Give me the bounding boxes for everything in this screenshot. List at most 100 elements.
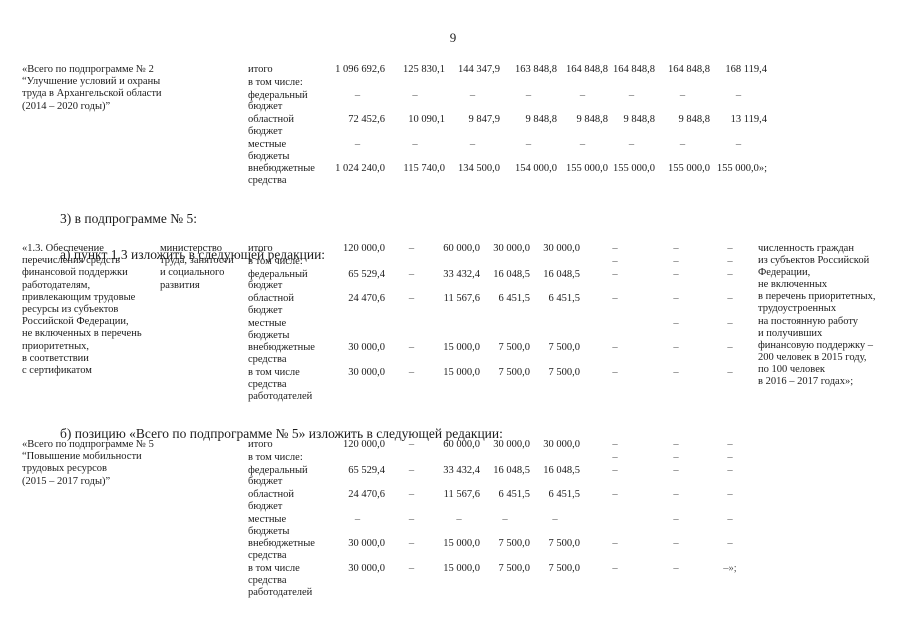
budget-row: итого 1 096 692,6 125 830,1 144 347,9 163 84… <box>248 64 767 76</box>
subprogram5-budget-table: итого 120 000,0 – 60 000,0 30 000,0 30 000,0 –… <box>248 439 758 599</box>
budget-cell: – <box>612 342 618 354</box>
subprogram2-budget-table: итого 1 096 692,6 125 830,1 144 347,9 163 84… <box>248 64 767 188</box>
budget-cell: – <box>628 89 635 101</box>
budget-cell: – <box>552 513 558 525</box>
budget-cell: 7 500,0 <box>548 366 581 378</box>
budget-row-label: в том числе средства работодателей <box>248 562 313 598</box>
amendment-item-3: 3) в подпрограмме № 5: <box>60 211 198 226</box>
budget-cell: – <box>679 89 686 101</box>
budget-cell: – <box>673 317 679 329</box>
budget-cell: – <box>727 366 733 378</box>
budget-cell: – <box>673 489 679 501</box>
budget-row: внебюджетные средства 30 000,0 – 15 000,0 7 … <box>248 538 758 562</box>
budget-cell: 30 000,0 <box>543 439 580 450</box>
subprogram2-title: «Всего по подпрограмме № 2 “Улучшение ус… <box>22 64 162 112</box>
budget-cell: – <box>408 513 415 525</box>
budget-cell: 6 451,5 <box>548 489 581 501</box>
budget-row-label: внебюджетные средства <box>248 163 315 187</box>
budget-cell: 164 848,8 <box>613 64 655 75</box>
budget-cell: 30 000,0 <box>493 243 530 254</box>
budget-cell: – <box>735 138 742 150</box>
budget-row-label: федеральный бюджет <box>248 89 308 113</box>
budget-cell: – <box>408 342 415 354</box>
point-1-3-block: «1.3. Обеспечение перечисления средств ф… <box>22 243 905 403</box>
budget-cell: 155 000,0 <box>566 163 608 175</box>
budget-cell: – <box>727 538 733 550</box>
budget-cell: 120 000,0 <box>343 243 385 254</box>
budget-row: федеральный бюджет 65 529,4 – 33 432,4 16 04… <box>248 269 758 293</box>
budget-row-label: местные бюджеты <box>248 513 290 537</box>
budget-cell: – <box>727 293 733 305</box>
budget-cell: – <box>727 255 733 267</box>
budget-cell: 164 848,8 <box>566 64 608 75</box>
budget-cell: 9 848,8 <box>678 114 711 126</box>
budget-cell: – <box>673 513 679 525</box>
budget-cell: 30 000,0 <box>348 342 385 354</box>
budget-cell: 33 432,4 <box>443 268 480 280</box>
budget-cell: – <box>727 342 733 354</box>
budget-cell: – <box>612 562 618 574</box>
budget-cell: – <box>469 89 476 101</box>
budget-row-label: внебюджетные средства <box>248 342 315 366</box>
budget-cell: – <box>673 538 679 550</box>
budget-row-label: в том числе: <box>248 451 303 463</box>
budget-row-label: итого <box>248 64 273 75</box>
budget-cell: – <box>673 243 679 254</box>
budget-cell: – <box>469 138 476 150</box>
budget-cell: 154 000,0 <box>515 163 557 175</box>
budget-cell: – <box>612 464 618 476</box>
budget-cell: 6 451,5 <box>498 489 531 501</box>
budget-cell: 155 000,0»; <box>716 163 767 175</box>
budget-row-label: областной бюджет <box>248 489 294 512</box>
budget-cell: – <box>408 439 415 450</box>
budget-cell: 7 500,0 <box>548 538 581 550</box>
budget-cell: 72 452,6 <box>348 114 385 126</box>
amendment-item-b: б) позицию «Всего по подпрограмме № 5» и… <box>60 426 503 441</box>
amendment-intro-lines: 3) в подпрограмме № 5: а) пункт 1.3 изло… <box>60 192 325 282</box>
budget-cell: 10 090,1 <box>408 114 445 126</box>
budget-cell: – <box>612 243 618 254</box>
budget-row-label: федеральный бюджет <box>248 464 308 488</box>
budget-cell: 15 000,0 <box>443 366 480 378</box>
point-1-3-indicator: численность граждан из субъектов Российс… <box>758 243 876 388</box>
budget-cell: – <box>612 538 618 550</box>
budget-cell: 24 470,6 <box>348 293 385 305</box>
budget-cell: – <box>727 464 733 476</box>
budget-cell: – <box>354 513 361 525</box>
budget-row: в том числе средства работодателей 30 000… <box>248 367 758 402</box>
budget-cell: – <box>612 439 618 450</box>
budget-cell: – <box>456 513 462 525</box>
budget-cell: 155 000,0 <box>613 163 655 175</box>
subprogram2-total-block: «Всего по подпрограмме № 2 “Улучшение ус… <box>22 64 767 188</box>
budget-cell: 65 529,4 <box>348 464 385 476</box>
budget-cell: – <box>673 562 679 574</box>
budget-row: в том числе: – – – <box>248 256 758 268</box>
budget-cell: 7 500,0 <box>498 342 531 354</box>
subprogram5-title: «Всего по подпрограмме № 5 “Повышение мо… <box>22 439 154 487</box>
budget-cell: – <box>673 268 679 280</box>
budget-cell: 7 500,0 <box>498 366 531 378</box>
budget-row: в том числе: – – – <box>248 452 758 464</box>
budget-cell: – <box>502 513 508 525</box>
budget-cell: 33 432,4 <box>443 464 480 476</box>
budget-row-label: в том числе средства работодателей <box>248 366 313 402</box>
point-1-3-executor: министерство труда, занятости и социальн… <box>160 243 234 291</box>
budget-cell: 1 024 240,0 <box>335 163 385 175</box>
point-1-3-title: «1.3. Обеспечение перечисления средств ф… <box>22 243 142 377</box>
budget-cell: 11 567,6 <box>443 489 480 501</box>
budget-cell: 30 000,0 <box>543 243 580 254</box>
budget-cell: 60 000,0 <box>443 439 480 450</box>
budget-cell: 1 096 692,6 <box>335 64 385 75</box>
budget-row-label: областной бюджет <box>248 293 294 316</box>
budget-cell: – <box>612 293 618 305</box>
budget-cell: – <box>408 562 415 574</box>
budget-cell: – <box>673 366 679 378</box>
budget-cell: – <box>727 451 733 463</box>
budget-cell: – <box>579 89 586 101</box>
budget-cell: 120 000,0 <box>343 439 385 450</box>
subprogram5-total-block: «Всего по подпрограмме № 5 “Повышение мо… <box>22 439 758 599</box>
budget-cell: – <box>525 138 532 150</box>
budget-cell: 30 000,0 <box>493 439 530 450</box>
budget-cell: – <box>408 489 415 501</box>
budget-cell: 144 347,9 <box>458 64 500 75</box>
